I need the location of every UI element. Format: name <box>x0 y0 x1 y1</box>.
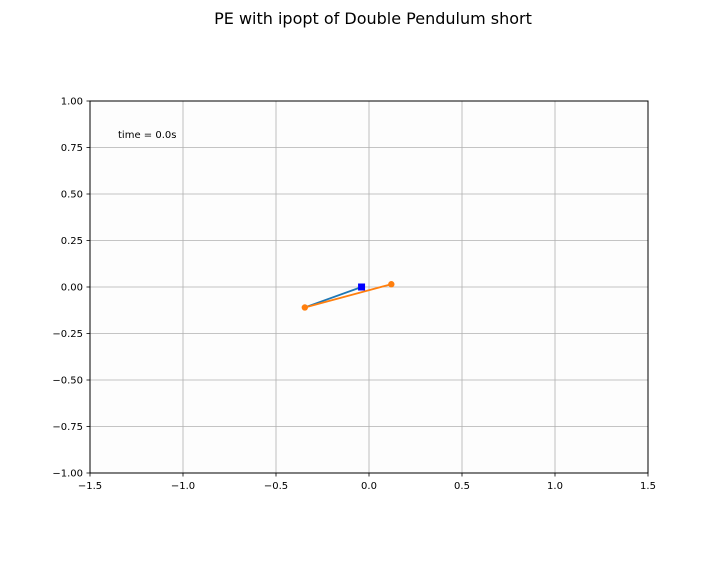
time-annotation: time = 0.0s <box>118 130 176 141</box>
x-tick-label: 0.0 <box>361 481 377 492</box>
y-tick-label: 0.25 <box>61 236 83 247</box>
series-layer <box>301 281 395 311</box>
cart-marker <box>358 283 366 291</box>
y-tick-label: −0.25 <box>52 329 83 340</box>
x-tick-label: 1.5 <box>640 481 656 492</box>
pendulum-mass-marker <box>388 281 395 288</box>
x-tick-label: −1.0 <box>171 481 195 492</box>
x-axis: −1.5 −1.0 −0.5 0.0 0.5 1.0 1.5 <box>78 473 656 492</box>
x-tick-label: −0.5 <box>264 481 288 492</box>
pendulum-link-2 <box>304 283 392 309</box>
x-tick-label: 0.5 <box>454 481 470 492</box>
y-tick-label: −0.50 <box>52 376 83 387</box>
y-tick-label: −0.75 <box>52 422 83 433</box>
x-tick-label: −1.5 <box>78 481 102 492</box>
chart-title: PE with ipopt of Double Pendulum short <box>214 9 532 28</box>
x-tick-label: 1.0 <box>547 481 563 492</box>
y-tick-label: 0.00 <box>61 283 83 294</box>
y-tick-label: 1.00 <box>61 97 83 108</box>
y-axis: 1.00 0.75 0.50 0.25 0.00 −0.25 −0.50 −0.75 −1.00 <box>52 97 90 480</box>
pendulum-mass-marker <box>301 304 309 311</box>
y-tick-label: 0.50 <box>61 190 83 201</box>
y-tick-label: −1.00 <box>52 469 83 480</box>
y-tick-label: 0.75 <box>61 143 83 154</box>
